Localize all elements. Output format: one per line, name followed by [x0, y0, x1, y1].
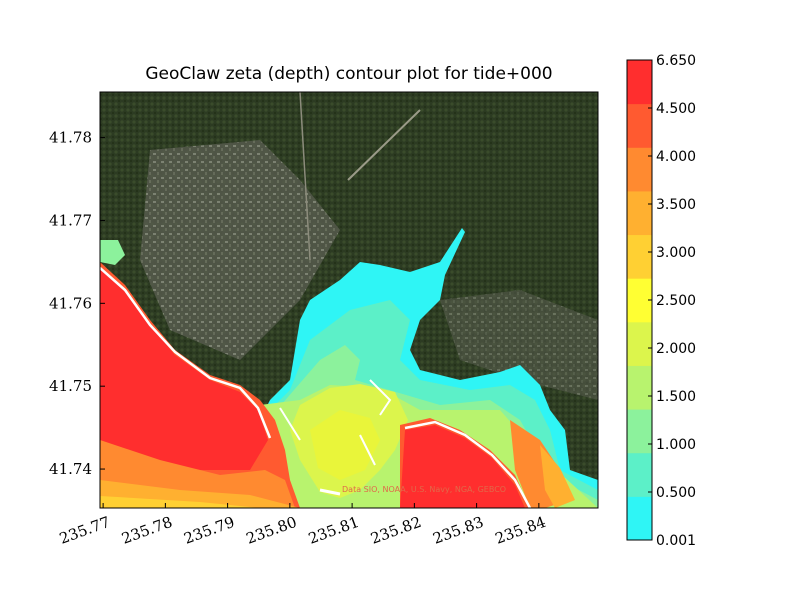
jetty — [279, 407, 301, 441]
colorbar-segment — [627, 190, 652, 236]
x-tick-label: 235.84 — [493, 513, 548, 548]
attribution-text: Data SIO, NOAA, U.S. Navy, NGA, GEBCO — [342, 485, 506, 494]
colorbar-segment — [627, 147, 652, 192]
jetty — [359, 434, 376, 466]
map-heatmap: Data SIO, NOAA, U.S. Navy, NGA, GEBCO — [100, 92, 598, 508]
colorbar-label: 0.001 — [656, 533, 696, 549]
water-contours — [100, 228, 598, 508]
contour-3.0 — [100, 496, 260, 508]
axes-frame — [99, 91, 599, 509]
colorbar-segment — [627, 60, 652, 105]
contour-nw-strip — [100, 240, 125, 265]
jetty — [369, 379, 392, 416]
x-tick-label: 235.79 — [181, 513, 236, 548]
colorbar-label: 3.000 — [656, 245, 696, 261]
town-area-east — [440, 290, 598, 400]
shoreline — [100, 267, 272, 439]
colorbar-segment — [627, 496, 652, 541]
colorbar: 0.001 0.500 1.000 1.500 2.000 2.500 3.000 3.500… — [627, 53, 696, 549]
colorbar-segment — [627, 278, 652, 323]
x-tick-label: 235.78 — [119, 513, 174, 548]
y-tick-label: 41.75 — [49, 377, 92, 395]
jetty — [319, 488, 341, 496]
colorbar-segment — [627, 452, 652, 497]
colorbar-label: 4.000 — [656, 149, 696, 165]
y-tick-label: 41.74 — [49, 460, 92, 478]
x-axis: 235.77 235.78 235.79 235.80 235.81 235.82 235.… — [57, 503, 548, 548]
road-line — [299, 92, 311, 261]
x-tick-label: 235.82 — [368, 513, 423, 548]
x-tick-label: 235.83 — [430, 513, 485, 548]
town-area — [140, 140, 340, 360]
colorbar-label: 1.000 — [656, 437, 696, 453]
contour-6.65-west — [100, 268, 268, 470]
colorbar-segment — [627, 103, 652, 148]
y-tick-label: 41.77 — [49, 211, 92, 229]
shoreline-east — [404, 420, 532, 508]
x-tick-label: 235.81 — [306, 513, 361, 548]
x-tick-label: 235.77 — [57, 513, 112, 548]
x-tick-label: 235.80 — [244, 513, 299, 548]
colorbar-label: 2.500 — [656, 293, 696, 309]
colorbar-label: 6.650 — [656, 53, 696, 69]
contour-2.5 — [310, 410, 380, 480]
plot-title: GeoClaw zeta (depth) contour plot for ti… — [145, 64, 553, 84]
colorbar-segment — [627, 365, 652, 410]
colorbar-segment — [627, 409, 652, 454]
colorbar-label: 0.500 — [656, 485, 696, 501]
colorbar-label: 3.500 — [656, 197, 696, 213]
colorbar-label: 4.500 — [656, 101, 696, 117]
y-tick-label: 41.76 — [49, 294, 92, 312]
colorbar-segment — [627, 234, 652, 279]
colorbar-segment — [627, 321, 652, 366]
highway-line — [347, 109, 421, 181]
colorbar-label: 2.000 — [656, 341, 696, 357]
contour-3.5-east — [540, 445, 575, 508]
colorbar-frame — [626, 59, 653, 541]
y-axis: 41.74 41.75 41.76 41.77 41.78 — [49, 129, 105, 478]
y-tick-label: 41.78 — [49, 129, 92, 147]
colorbar-label: 1.500 — [656, 389, 696, 405]
contour-6.65-east — [400, 425, 525, 508]
